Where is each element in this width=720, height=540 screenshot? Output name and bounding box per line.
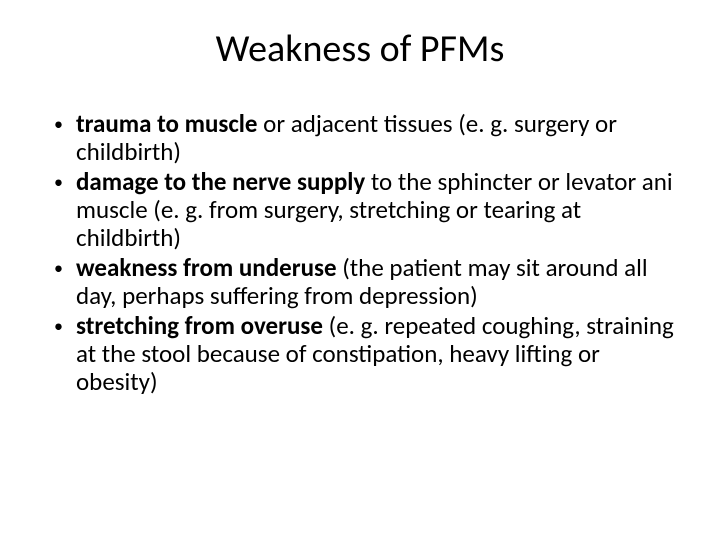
- slide-title: Weakness of PFMs: [40, 26, 680, 72]
- bullet-bold: stretching from overuse: [76, 310, 323, 341]
- bullet-icon: •: [54, 254, 76, 278]
- bullet-icon: •: [54, 168, 76, 192]
- bullet-text: damage to the nerve supply to the sphinc…: [76, 168, 680, 252]
- bullet-text: trauma to muscle or adjacent tissues (e.…: [76, 110, 680, 166]
- bullet-text: weakness from underuse (the patient may …: [76, 254, 680, 310]
- bullet-icon: •: [54, 312, 76, 336]
- bullet-bold: weakness from underuse: [76, 252, 337, 283]
- list-item: • damage to the nerve supply to the sphi…: [54, 168, 680, 252]
- bullet-bold: damage to the nerve supply: [76, 166, 365, 197]
- bullet-bold: trauma to muscle: [76, 108, 258, 139]
- list-item: • trauma to muscle or adjacent tissues (…: [54, 110, 680, 166]
- list-item: • stretching from overuse (e. g. repeate…: [54, 312, 680, 396]
- slide: Weakness of PFMs • trauma to muscle or a…: [0, 0, 720, 540]
- bullet-list: • trauma to muscle or adjacent tissues (…: [40, 110, 680, 396]
- bullet-text: stretching from overuse (e. g. repeated …: [76, 312, 680, 396]
- list-item: • weakness from underuse (the patient ma…: [54, 254, 680, 310]
- bullet-icon: •: [54, 110, 76, 134]
